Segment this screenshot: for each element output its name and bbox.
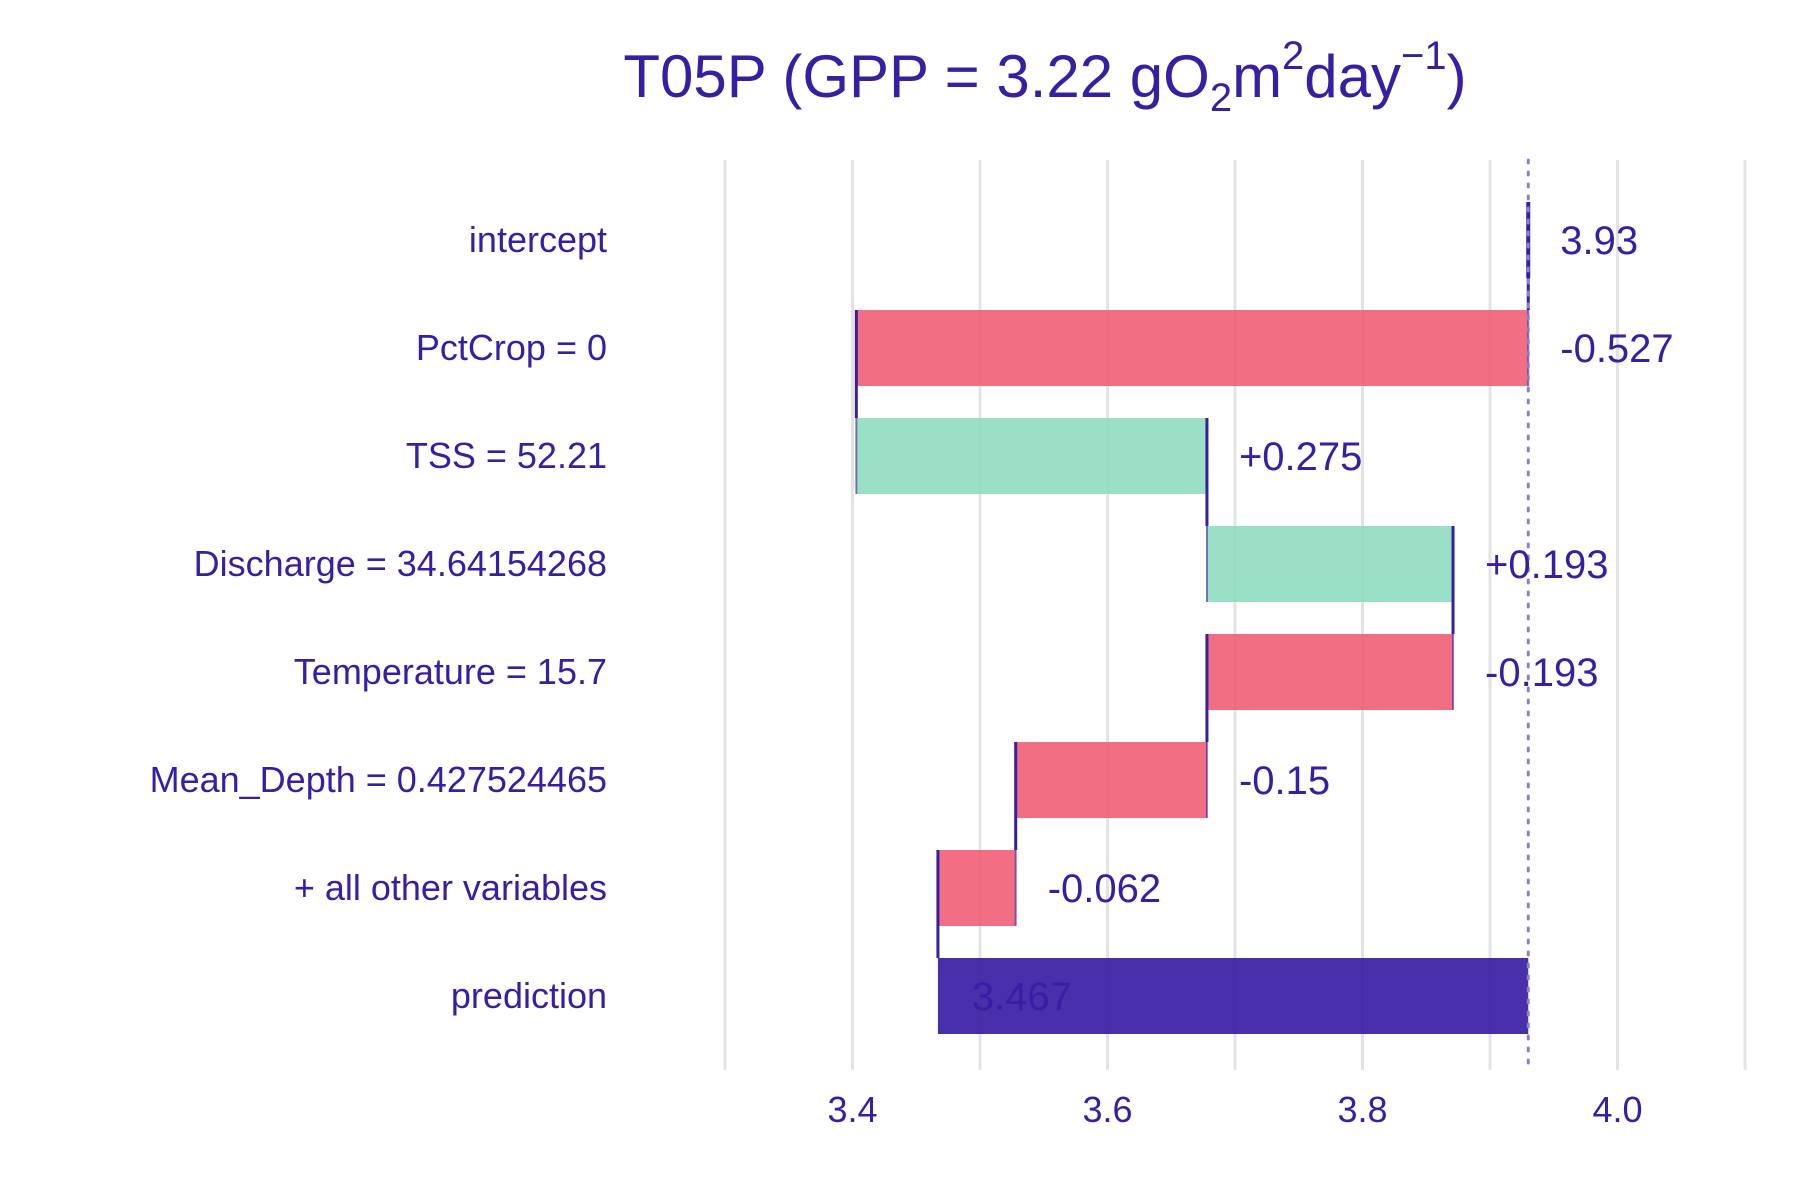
data-label: +0.193 — [1485, 543, 1608, 587]
x-tick-label: 3.8 — [1337, 1089, 1387, 1130]
x-tick-label: 3.4 — [827, 1089, 877, 1130]
data-label: -0.15 — [1239, 759, 1330, 803]
variable-label: prediction — [451, 975, 607, 1016]
x-tick-label: 4.0 — [1592, 1089, 1642, 1130]
variable-label: TSS = 52.21 — [406, 435, 607, 476]
data-label: -0.193 — [1485, 651, 1598, 695]
contribution-bar — [856, 310, 1529, 386]
data-labels: 3.93 -0.527 +0.275 +0.193 -0.193 -0.15 -0.062 3… — [972, 219, 1674, 1019]
contribution-bar — [937, 850, 1016, 926]
contribution-bar — [1206, 634, 1454, 710]
variable-label: Mean_Depth = 0.427524465 — [150, 759, 607, 800]
grid-lines — [723, 160, 1747, 1070]
x-tick-label: 3.6 — [1082, 1089, 1132, 1130]
x-axis-ticks: 3.4 3.6 3.8 4.0 — [827, 1089, 1642, 1130]
variable-label: Temperature = 15.7 — [294, 651, 607, 692]
variable-label: intercept — [469, 219, 607, 260]
variable-label: Discharge = 34.64154268 — [194, 543, 607, 584]
variable-labels: intercept PctCrop = 0 TSS = 52.21 Discharge… — [150, 219, 607, 1016]
variable-label: PctCrop = 0 — [416, 327, 607, 368]
data-label: -0.527 — [1560, 327, 1673, 371]
data-label: 3.467 — [972, 975, 1072, 1019]
prediction-bar — [937, 958, 1529, 1034]
data-label: +0.275 — [1239, 435, 1362, 479]
chart-title: T05P (GPP = 3.22 gO2m2day−1) — [623, 34, 1466, 120]
contribution-bar — [856, 418, 1207, 494]
connector-lines — [854, 278, 1530, 958]
bars — [854, 202, 1531, 1034]
variable-label: + all other variables — [294, 867, 607, 908]
contribution-bar — [1206, 526, 1454, 602]
contribution-bar — [1015, 742, 1207, 818]
data-label: 3.93 — [1560, 219, 1638, 263]
data-label: -0.062 — [1048, 867, 1161, 911]
